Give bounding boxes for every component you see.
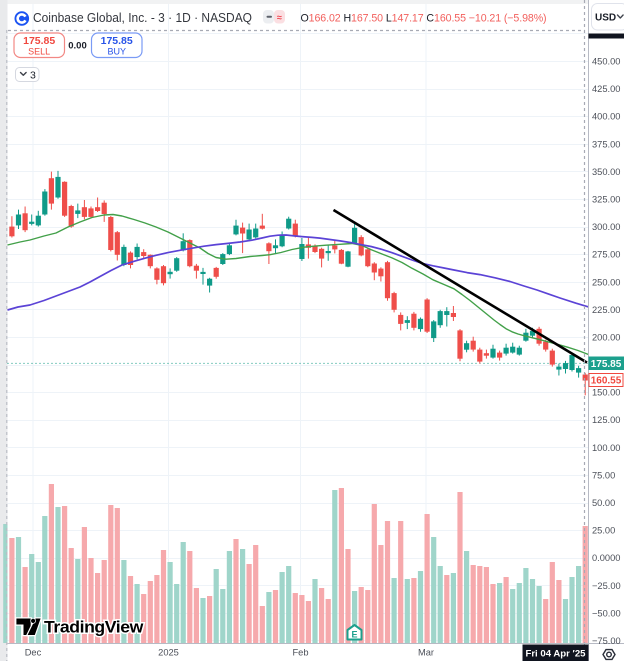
svg-text:O166.02 H167.50 L147.17 C160.5: O166.02 H167.50 L147.17 C160.55 −10.21 (…	[301, 13, 547, 25]
svg-text:SELL: SELL	[28, 47, 50, 57]
svg-text:Mar: Mar	[418, 648, 434, 658]
svg-text:160.55: 160.55	[591, 376, 622, 387]
svg-text:−25.00: −25.00	[592, 581, 621, 591]
svg-text:75.00: 75.00	[592, 470, 615, 480]
svg-text:E: E	[351, 630, 357, 640]
svg-text:−75.00: −75.00	[592, 636, 621, 646]
svg-text:25.00: 25.00	[592, 526, 615, 536]
svg-text:USD: USD	[595, 13, 616, 24]
svg-text:50.00: 50.00	[592, 498, 615, 508]
svg-text:175.85: 175.85	[101, 35, 133, 47]
svg-text:150.00: 150.00	[592, 388, 620, 398]
svg-text:Fri 04 Apr ′25: Fri 04 Apr ′25	[525, 649, 586, 660]
svg-text:300.00: 300.00	[592, 222, 620, 232]
svg-text:0.0000: 0.0000	[592, 553, 620, 563]
svg-text:325.00: 325.00	[592, 195, 620, 205]
svg-text:400.00: 400.00	[592, 112, 620, 122]
svg-text:100.00: 100.00	[592, 443, 620, 453]
svg-text:275.00: 275.00	[592, 250, 620, 260]
svg-text:175.85: 175.85	[591, 359, 622, 370]
svg-text:Feb: Feb	[292, 648, 308, 658]
svg-text:375.00: 375.00	[592, 139, 620, 149]
svg-text:Dec: Dec	[25, 648, 42, 658]
svg-text:3: 3	[30, 70, 36, 82]
svg-text:350.00: 350.00	[592, 167, 620, 177]
svg-text:175.85: 175.85	[23, 35, 55, 47]
svg-text:TradingView: TradingView	[44, 618, 144, 637]
svg-text:−50.00: −50.00	[592, 608, 621, 618]
svg-text:250.00: 250.00	[592, 277, 620, 287]
svg-text:BUY: BUY	[107, 47, 126, 57]
svg-text:2025: 2025	[158, 648, 179, 658]
svg-text:≈: ≈	[277, 13, 282, 23]
svg-text:225.00: 225.00	[592, 305, 620, 315]
svg-text:Coinbase Global, Inc. - 3 · 1D: Coinbase Global, Inc. - 3 · 1D · NASDAQ	[33, 11, 252, 25]
svg-text:425.00: 425.00	[592, 84, 620, 94]
svg-text:200.00: 200.00	[592, 332, 620, 342]
svg-text:450.00: 450.00	[592, 57, 620, 67]
svg-text:0.00: 0.00	[68, 41, 87, 52]
svg-text:125.00: 125.00	[592, 415, 620, 425]
